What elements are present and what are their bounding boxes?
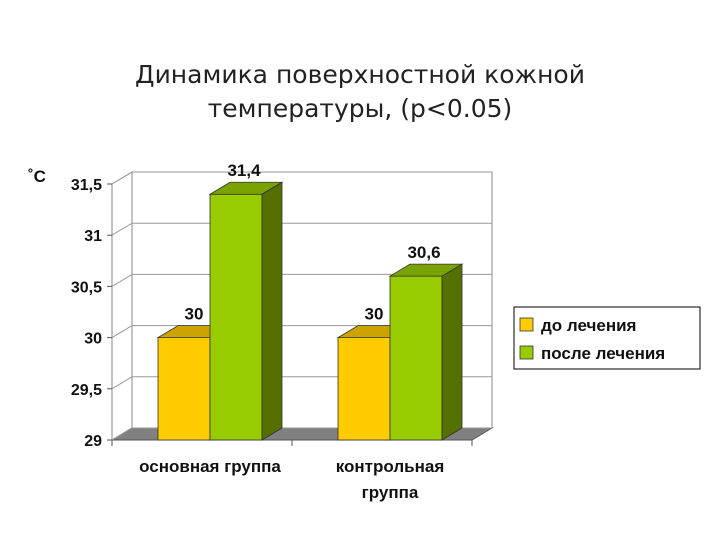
bar-front xyxy=(337,337,391,441)
y-axis-unit: ˚C xyxy=(28,167,46,186)
x-category-label: группа xyxy=(362,483,419,502)
bar-side xyxy=(441,263,463,441)
legend-label: после лечения xyxy=(541,344,665,363)
y-tick-label: 29 xyxy=(84,433,102,450)
y-tick-label: 31 xyxy=(84,228,102,245)
bar-side xyxy=(261,181,283,441)
bar-front xyxy=(389,275,443,441)
x-category-label: контрольная xyxy=(336,457,445,476)
y-tick-label: 30 xyxy=(84,331,102,348)
gridline xyxy=(111,171,492,185)
gridline xyxy=(111,273,492,287)
legend-swatch xyxy=(519,317,534,332)
gridline xyxy=(111,222,492,236)
chart-title: Динамика поверхностной кожной xyxy=(135,60,585,89)
legend-label: до лечения xyxy=(541,316,636,335)
legend-swatch xyxy=(519,345,534,360)
data-label: 31,4 xyxy=(227,161,261,180)
x-category-label: основная группа xyxy=(139,457,281,476)
legend-box xyxy=(513,306,701,370)
y-tick-label: 31,5 xyxy=(71,177,102,194)
data-label: 30 xyxy=(185,305,204,324)
y-tick-label: 29,5 xyxy=(71,382,102,399)
data-label: 30 xyxy=(365,305,384,324)
y-tick-label: 30,5 xyxy=(71,279,102,296)
bar-front xyxy=(209,193,263,441)
bar-front xyxy=(157,337,211,441)
plot-side-wall xyxy=(111,171,133,441)
chart-title-block: Динамика поверхностной кожной температур… xyxy=(60,58,660,126)
data-label: 30,6 xyxy=(407,243,440,262)
chart-subtitle: температуры, (p<0.05) xyxy=(207,94,513,123)
